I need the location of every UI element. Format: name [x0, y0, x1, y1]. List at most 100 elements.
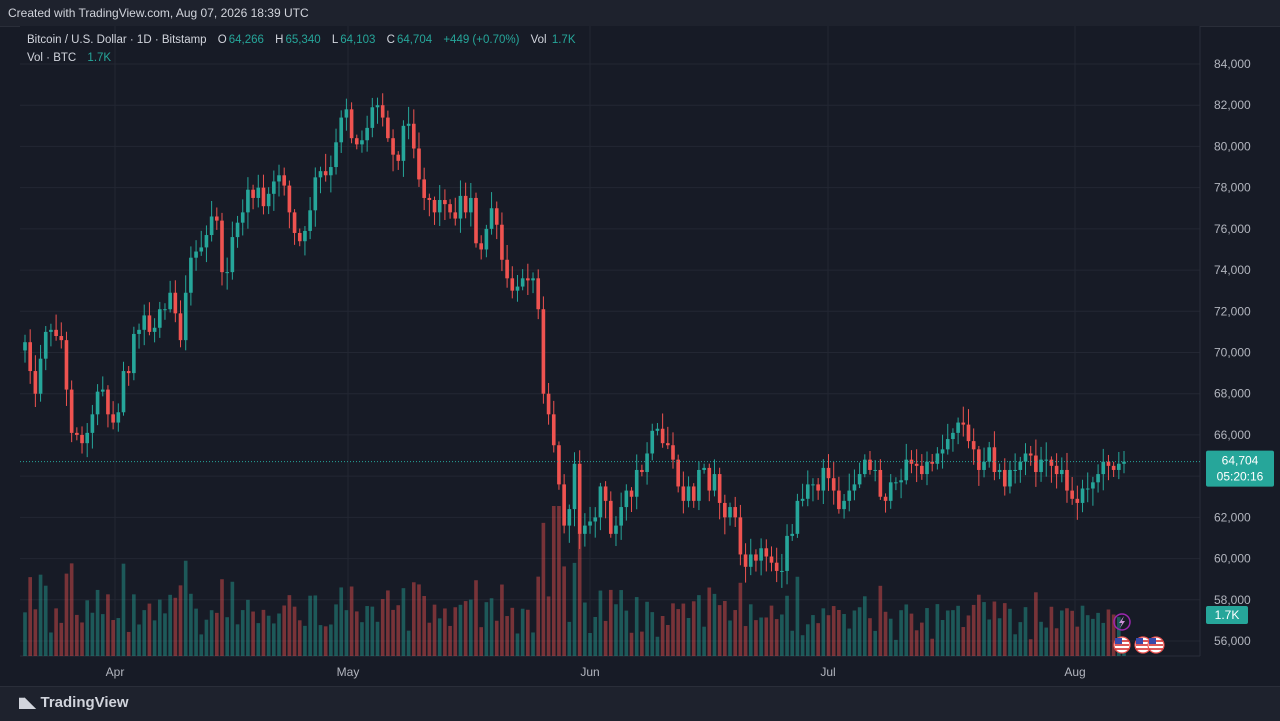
- candle-body[interactable]: [878, 469, 883, 497]
- candle-body[interactable]: [365, 127, 369, 141]
- candle-body[interactable]: [43, 331, 48, 359]
- candle-body[interactable]: [536, 278, 541, 310]
- candle-body[interactable]: [126, 371, 131, 374]
- candle-body[interactable]: [1075, 498, 1080, 503]
- candle-body[interactable]: [220, 220, 224, 273]
- candle-body[interactable]: [629, 490, 634, 497]
- candle-body[interactable]: [1044, 459, 1049, 461]
- candle-body[interactable]: [650, 430, 655, 454]
- candle-body[interactable]: [1080, 488, 1085, 503]
- tradingview-logo[interactable]: ▮◣ TradingView: [18, 694, 129, 711]
- candle-body[interactable]: [339, 117, 344, 143]
- candle-body[interactable]: [562, 484, 566, 526]
- candle-body[interactable]: [116, 412, 121, 423]
- candle-body[interactable]: [982, 461, 986, 470]
- candle-body[interactable]: [847, 490, 852, 501]
- candle-body[interactable]: [85, 432, 90, 444]
- candle-body[interactable]: [204, 235, 209, 248]
- candle-body[interactable]: [209, 216, 214, 236]
- candle-body[interactable]: [1013, 469, 1017, 471]
- candle-body[interactable]: [1101, 461, 1106, 475]
- candle-body[interactable]: [873, 469, 877, 471]
- candle-body[interactable]: [80, 434, 84, 444]
- candle-body[interactable]: [500, 224, 504, 260]
- candle-body[interactable]: [541, 309, 546, 394]
- plot-background[interactable]: [20, 26, 1200, 656]
- candle-body[interactable]: [733, 507, 738, 518]
- candle-body[interactable]: [691, 486, 696, 501]
- candle-body[interactable]: [712, 474, 717, 491]
- candle-body[interactable]: [1085, 488, 1090, 490]
- candle-body[interactable]: [173, 292, 178, 314]
- candle-body[interactable]: [748, 554, 753, 567]
- candle-body[interactable]: [199, 247, 204, 252]
- candle-body[interactable]: [665, 443, 670, 446]
- candle-body[interactable]: [75, 432, 79, 435]
- candle-body[interactable]: [313, 177, 318, 211]
- candle-body[interactable]: [785, 535, 789, 571]
- candle-body[interactable]: [1002, 469, 1007, 487]
- candle-body[interactable]: [816, 484, 820, 491]
- candle-body[interactable]: [608, 500, 613, 534]
- candle-body[interactable]: [660, 428, 665, 444]
- candle-body[interactable]: [230, 237, 235, 273]
- candle-body[interactable]: [28, 342, 32, 372]
- candle-body[interactable]: [702, 467, 706, 470]
- candle-body[interactable]: [930, 461, 935, 464]
- candle-body[interactable]: [64, 340, 69, 390]
- candle-body[interactable]: [469, 197, 473, 213]
- candle-body[interactable]: [401, 125, 406, 161]
- candle-body[interactable]: [225, 272, 229, 274]
- candle-body[interactable]: [935, 453, 940, 464]
- candle-body[interactable]: [634, 469, 639, 497]
- candle-body[interactable]: [137, 329, 141, 334]
- candle-body[interactable]: [479, 243, 484, 250]
- candle-body[interactable]: [1111, 465, 1116, 470]
- candle-body[interactable]: [728, 507, 732, 518]
- candle-body[interactable]: [183, 292, 188, 341]
- candle-body[interactable]: [961, 422, 966, 425]
- candle-body[interactable]: [1049, 459, 1054, 466]
- candle-body[interactable]: [432, 200, 437, 213]
- candle-body[interactable]: [194, 251, 198, 258]
- candle-body[interactable]: [862, 459, 867, 475]
- candle-body[interactable]: [375, 105, 380, 108]
- candle-body[interactable]: [588, 521, 592, 526]
- candle-body[interactable]: [329, 167, 333, 176]
- candle-body[interactable]: [152, 327, 157, 332]
- candle-body[interactable]: [837, 490, 841, 510]
- candle-body[interactable]: [38, 358, 43, 394]
- candle-body[interactable]: [69, 389, 74, 433]
- candle-body[interactable]: [90, 414, 95, 433]
- candle-body[interactable]: [406, 123, 411, 126]
- candle-body[interactable]: [655, 428, 660, 431]
- candle-body[interactable]: [474, 197, 478, 244]
- candle-body[interactable]: [411, 123, 416, 149]
- candle-body[interactable]: [163, 309, 167, 311]
- candle-body[interactable]: [676, 459, 680, 487]
- candle-body[interactable]: [738, 517, 743, 555]
- candle-body[interactable]: [894, 482, 898, 484]
- candle-body[interactable]: [759, 548, 763, 561]
- candle-body[interactable]: [266, 193, 271, 207]
- candle-body[interactable]: [598, 486, 603, 518]
- candle-body[interactable]: [142, 315, 147, 330]
- candle-body[interactable]: [489, 208, 494, 229]
- candle-body[interactable]: [235, 222, 240, 238]
- candle-body[interactable]: [940, 449, 945, 454]
- candle-body[interactable]: [842, 500, 846, 510]
- candle-body[interactable]: [261, 187, 266, 207]
- candle-body[interactable]: [422, 179, 426, 198]
- candle-body[interactable]: [899, 480, 903, 483]
- candle-body[interactable]: [567, 509, 572, 526]
- candle-body[interactable]: [546, 393, 551, 415]
- candle-body[interactable]: [1096, 474, 1100, 483]
- candle-body[interactable]: [1122, 461, 1126, 464]
- candle-body[interactable]: [100, 389, 105, 392]
- candle-body[interactable]: [349, 109, 354, 139]
- candle-body[interactable]: [277, 175, 281, 182]
- candle-body[interactable]: [427, 197, 432, 201]
- candle-body[interactable]: [681, 486, 686, 501]
- candle-body[interactable]: [780, 570, 784, 572]
- candle-body[interactable]: [774, 562, 779, 571]
